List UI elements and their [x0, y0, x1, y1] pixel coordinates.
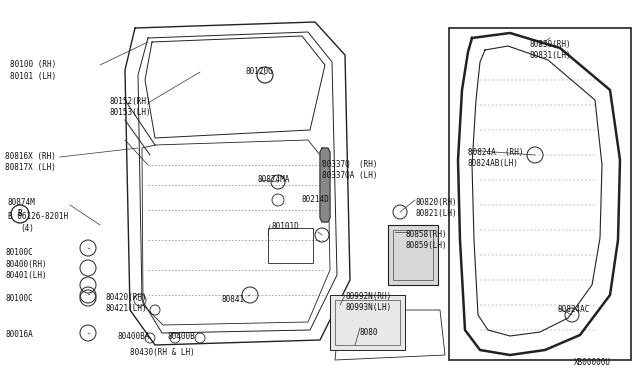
Text: 80817X (LH): 80817X (LH) [5, 163, 56, 172]
Text: 80831(LH): 80831(LH) [530, 51, 572, 60]
Text: 80420(RH): 80420(RH) [105, 293, 147, 302]
Text: 80153(LH): 80153(LH) [110, 108, 152, 117]
Text: 80152(RH): 80152(RH) [110, 97, 152, 106]
Text: 80101D: 80101D [272, 222, 300, 231]
Text: (4): (4) [20, 224, 34, 233]
Text: 80824A  (RH): 80824A (RH) [468, 148, 524, 157]
Bar [268, 228, 313, 263]
Bar [388, 225, 438, 285]
Text: 80859(LH): 80859(LH) [405, 241, 447, 250]
Text: 80874M: 80874M [8, 198, 36, 207]
Text: 80830(RH): 80830(RH) [530, 40, 572, 49]
Text: 80421(LH): 80421(LH) [105, 304, 147, 313]
Text: 80214D: 80214D [302, 195, 330, 204]
Text: 80016A: 80016A [5, 330, 33, 339]
Text: 80821(LH): 80821(LH) [415, 209, 456, 218]
Text: B 06126-8201H: B 06126-8201H [8, 212, 68, 221]
Text: XB00000U: XB00000U [574, 358, 611, 367]
Text: 80337QA (LH): 80337QA (LH) [322, 171, 378, 180]
Text: 80824AB(LH): 80824AB(LH) [468, 159, 519, 168]
Text: 80841: 80841 [222, 295, 245, 304]
Text: 80992N(RH): 80992N(RH) [345, 292, 391, 301]
Circle shape [11, 205, 29, 223]
Text: 80101 (LH): 80101 (LH) [10, 72, 56, 81]
Text: 80400BA: 80400BA [118, 332, 150, 341]
Text: 80401(LH): 80401(LH) [5, 271, 47, 280]
Text: 80120G: 80120G [245, 67, 273, 76]
Text: 80874MA: 80874MA [258, 175, 291, 184]
Text: 80430(RH & LH): 80430(RH & LH) [130, 348, 195, 357]
Bar [335, 300, 400, 345]
Text: 80993N(LH): 80993N(LH) [345, 303, 391, 312]
Text: 80816X (RH): 80816X (RH) [5, 152, 56, 161]
Bar [393, 230, 433, 280]
Text: 80400(RH): 80400(RH) [5, 260, 47, 269]
Text: 80337Q  (RH): 80337Q (RH) [322, 160, 378, 169]
Text: 8080: 8080 [360, 328, 378, 337]
Text: 80100 (RH): 80100 (RH) [10, 60, 56, 69]
Text: 80820(RH): 80820(RH) [415, 198, 456, 207]
Text: 80858(RH): 80858(RH) [405, 230, 447, 239]
Text: 80400B: 80400B [168, 332, 196, 341]
Text: 80824AC: 80824AC [558, 305, 590, 314]
Text: B: B [18, 209, 22, 218]
Text: 80100C: 80100C [5, 248, 33, 257]
Polygon shape [320, 148, 330, 222]
Bar [449, 28, 631, 360]
Text: 80100C: 80100C [5, 294, 33, 303]
Bar [330, 295, 405, 350]
